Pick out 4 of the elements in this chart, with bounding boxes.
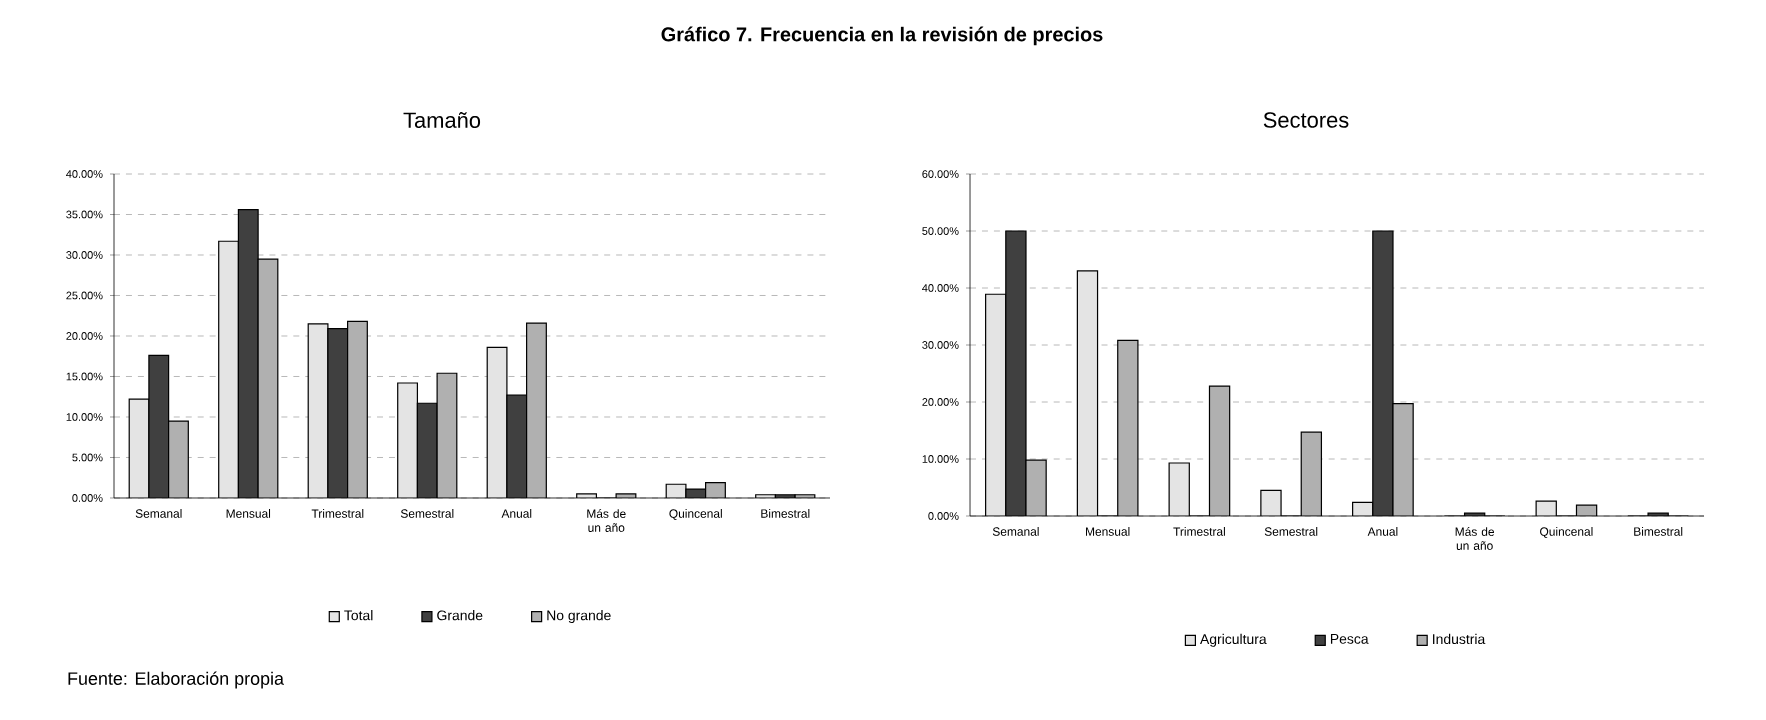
chart-title: Tamaño bbox=[403, 112, 481, 128]
source-note: Fuente: Elaboración propia bbox=[68, 671, 284, 689]
chart-title: Sectores bbox=[1263, 112, 1349, 128]
text: Gráfico 7. Frecuencia en la revisión de precios bbox=[661, 26, 1103, 46]
